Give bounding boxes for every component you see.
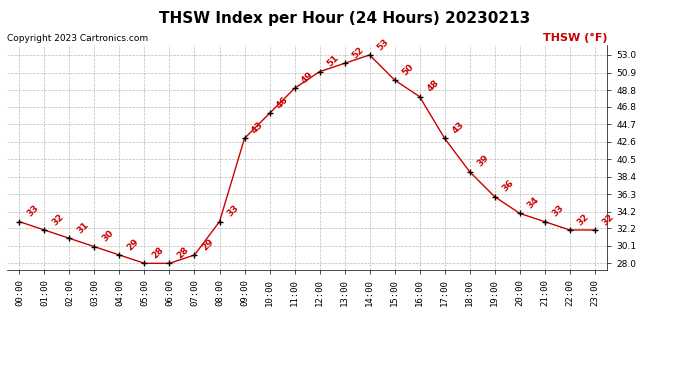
Text: 33: 33 <box>25 204 40 219</box>
Text: 43: 43 <box>250 120 266 135</box>
Text: 50: 50 <box>400 62 415 77</box>
Text: 31: 31 <box>75 220 90 236</box>
Text: 33: 33 <box>550 204 565 219</box>
Text: 52: 52 <box>350 45 365 60</box>
Text: Copyright 2023 Cartronics.com: Copyright 2023 Cartronics.com <box>7 34 148 43</box>
Text: 32: 32 <box>600 212 615 227</box>
Text: 28: 28 <box>150 245 165 261</box>
Text: 34: 34 <box>525 195 540 210</box>
Text: 32: 32 <box>50 212 65 227</box>
Text: 29: 29 <box>200 237 215 252</box>
Text: 33: 33 <box>225 204 240 219</box>
Text: 36: 36 <box>500 178 515 194</box>
Text: 53: 53 <box>375 37 391 52</box>
Text: THSW Index per Hour (24 Hours) 20230213: THSW Index per Hour (24 Hours) 20230213 <box>159 11 531 26</box>
Text: 30: 30 <box>100 229 115 244</box>
Text: 29: 29 <box>125 237 140 252</box>
Text: 51: 51 <box>325 54 340 69</box>
Text: 48: 48 <box>425 79 440 94</box>
Text: 28: 28 <box>175 245 190 261</box>
Text: THSW (°F): THSW (°F) <box>543 33 607 43</box>
Text: 43: 43 <box>450 120 466 135</box>
Text: 49: 49 <box>300 70 315 86</box>
Text: 46: 46 <box>275 95 290 111</box>
Text: 39: 39 <box>475 154 491 169</box>
Text: 32: 32 <box>575 212 591 227</box>
